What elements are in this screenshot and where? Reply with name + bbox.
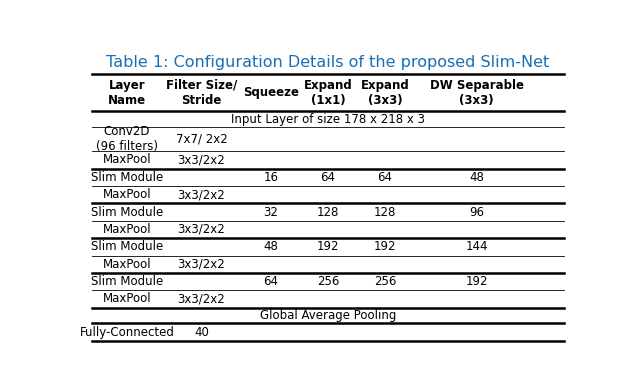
- Text: MaxPool: MaxPool: [103, 292, 152, 306]
- Text: 3x3/2x2: 3x3/2x2: [178, 188, 225, 201]
- Text: Global Average Pooling: Global Average Pooling: [260, 309, 396, 322]
- Text: 128: 128: [317, 206, 339, 219]
- Text: 7x7/ 2x2: 7x7/ 2x2: [175, 132, 227, 146]
- Text: Expand
(3x3): Expand (3x3): [361, 79, 410, 107]
- Text: 32: 32: [264, 206, 278, 219]
- Text: 256: 256: [374, 275, 396, 288]
- Text: MaxPool: MaxPool: [103, 188, 152, 201]
- Text: 40: 40: [194, 326, 209, 339]
- Text: Slim Module: Slim Module: [91, 171, 163, 184]
- Text: 3x3/2x2: 3x3/2x2: [178, 154, 225, 166]
- Text: 64: 64: [264, 275, 278, 288]
- Text: 48: 48: [264, 240, 278, 253]
- Text: Expand
(1x1): Expand (1x1): [303, 79, 353, 107]
- Text: MaxPool: MaxPool: [103, 223, 152, 236]
- Text: 3x3/2x2: 3x3/2x2: [178, 258, 225, 271]
- Text: Input Layer of size 178 x 218 x 3: Input Layer of size 178 x 218 x 3: [231, 113, 425, 126]
- Text: DW Separable
(3x3): DW Separable (3x3): [430, 79, 524, 107]
- Text: 192: 192: [317, 240, 339, 253]
- Text: Conv2D
(96 filters): Conv2D (96 filters): [96, 125, 158, 153]
- Text: Table 1: Configuration Details of the proposed Slim-Net: Table 1: Configuration Details of the pr…: [106, 55, 550, 70]
- Text: 256: 256: [317, 275, 339, 288]
- Text: 96: 96: [469, 206, 484, 219]
- Text: Slim Module: Slim Module: [91, 240, 163, 253]
- Text: Fully-Connected: Fully-Connected: [80, 326, 175, 339]
- Text: 64: 64: [378, 171, 392, 184]
- Text: 144: 144: [465, 240, 488, 253]
- Text: Slim Module: Slim Module: [91, 275, 163, 288]
- Text: 48: 48: [469, 171, 484, 184]
- Text: Layer
Name: Layer Name: [108, 79, 146, 107]
- Text: Squeeze: Squeeze: [243, 86, 299, 99]
- Text: 192: 192: [465, 275, 488, 288]
- Text: MaxPool: MaxPool: [103, 154, 152, 166]
- Text: Filter Size/
Stride: Filter Size/ Stride: [166, 79, 237, 107]
- Text: 128: 128: [374, 206, 396, 219]
- Text: 64: 64: [321, 171, 335, 184]
- Text: 16: 16: [264, 171, 278, 184]
- Text: Slim Module: Slim Module: [91, 206, 163, 219]
- Text: 3x3/2x2: 3x3/2x2: [178, 223, 225, 236]
- Text: 3x3/2x2: 3x3/2x2: [178, 292, 225, 306]
- Text: MaxPool: MaxPool: [103, 258, 152, 271]
- Text: 192: 192: [374, 240, 396, 253]
